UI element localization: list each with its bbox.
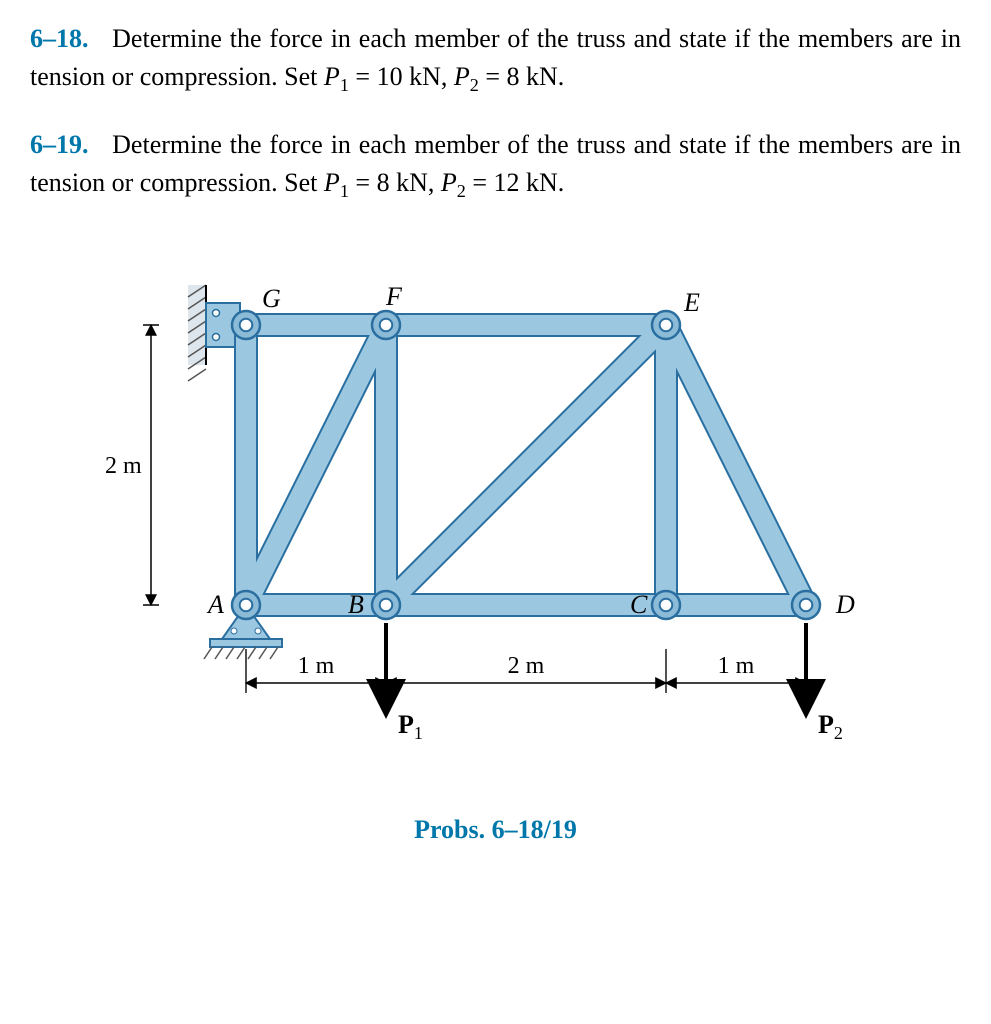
truss-figure: A B C D E F G P1 P2 2 m 1 m 2 m 1 m Probs. 6–18/19 bbox=[30, 265, 961, 845]
svg-text:A: A bbox=[206, 590, 224, 619]
figure-caption: Probs. 6–18/19 bbox=[30, 815, 961, 845]
problem-text: 6–19. Determine the force in each member… bbox=[30, 126, 961, 204]
svg-text:1 m: 1 m bbox=[297, 653, 334, 679]
truss-diagram: A B C D E F G P1 P2 2 m 1 m 2 m 1 m bbox=[46, 265, 946, 805]
svg-text:P1: P1 bbox=[398, 710, 423, 743]
svg-text:P2: P2 bbox=[818, 710, 843, 743]
svg-text:E: E bbox=[683, 288, 700, 317]
svg-text:2 m: 2 m bbox=[105, 453, 142, 479]
svg-text:G: G bbox=[262, 284, 281, 313]
svg-text:2 m: 2 m bbox=[507, 653, 544, 679]
svg-text:D: D bbox=[835, 590, 855, 619]
problem-statement: 6–19. Determine the force in each member… bbox=[30, 126, 961, 204]
svg-text:F: F bbox=[385, 282, 403, 311]
svg-text:C: C bbox=[630, 590, 648, 619]
problem-number: 6–18. bbox=[30, 24, 89, 53]
svg-text:1 m: 1 m bbox=[717, 653, 754, 679]
problem-number: 6–19. bbox=[30, 130, 89, 159]
svg-text:B: B bbox=[348, 590, 364, 619]
problem-text: 6–18. Determine the force in each member… bbox=[30, 20, 961, 98]
problem-statement: 6–18. Determine the force in each member… bbox=[30, 20, 961, 98]
